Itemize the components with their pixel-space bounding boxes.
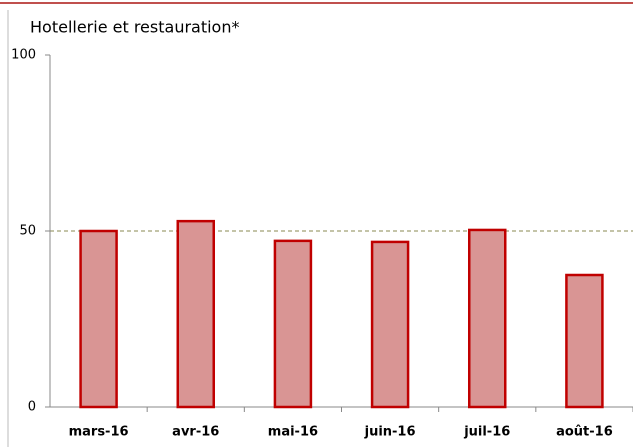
x-tick-label: août-16 <box>556 425 613 440</box>
x-tick-label: juin-16 <box>364 425 416 440</box>
chart-title: Hotellerie et restauration* <box>30 18 239 37</box>
y-tick-label: 100 <box>11 48 36 63</box>
x-tick-label: mars-16 <box>69 425 129 440</box>
bar <box>273 239 313 409</box>
bar <box>468 228 507 409</box>
bar <box>176 219 215 409</box>
x-tick-label: mai-16 <box>268 425 318 440</box>
x-tick-label: avr-16 <box>172 425 219 440</box>
bar <box>565 273 604 409</box>
y-tick-label: 0 <box>28 400 36 415</box>
bar <box>79 229 118 409</box>
x-tick-label: juil-16 <box>463 425 510 440</box>
bar <box>370 240 410 409</box>
y-tick-label: 50 <box>19 224 36 239</box>
